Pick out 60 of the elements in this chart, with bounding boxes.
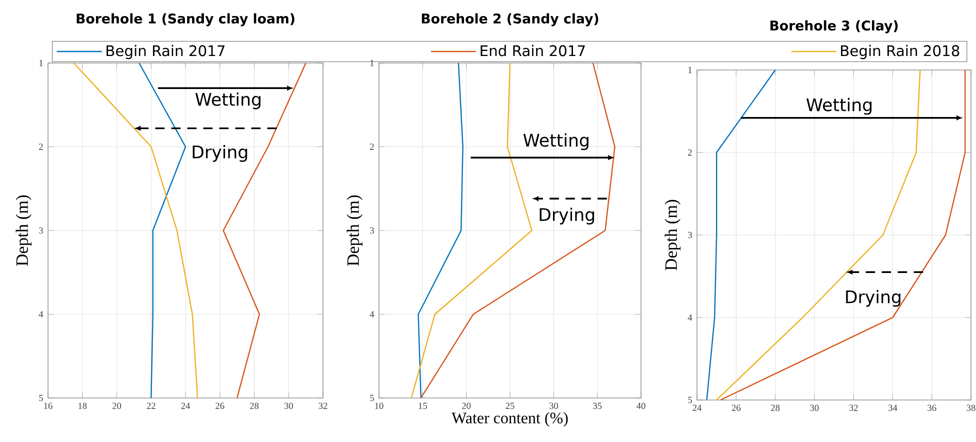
annotation: Drying [192, 145, 248, 162]
x-tick-label: 40 [636, 402, 646, 409]
chart-title: Borehole 3 (Clay) [770, 20, 898, 34]
x-tick-label: 24 [181, 402, 190, 409]
y-tick-label: 1 [688, 66, 692, 74]
line-series [720, 69, 966, 401]
x-tick-label: 28 [250, 402, 259, 409]
x-tick-label: 32 [849, 404, 858, 411]
line-series [138, 62, 186, 399]
x-tick-label: 26 [216, 402, 224, 409]
annotation: Wetting [806, 98, 872, 115]
y-axis-title: Depth (m) [664, 200, 680, 270]
x-tick-label: 10 [375, 402, 384, 409]
x-tick-label: 30 [284, 402, 293, 409]
x-tick-label: 34 [888, 404, 898, 411]
legend-label: End Rain 2017 [480, 44, 585, 56]
x-axis-title: Water content (%) [452, 412, 568, 427]
annotation: Wetting [195, 92, 260, 110]
line-series [420, 62, 616, 399]
chart-title: Borehole 1 (Sandy clay loam) [76, 13, 294, 26]
x-tick-label: 20 [112, 402, 122, 409]
x-tick-label: 35 [593, 402, 602, 409]
x-tick-label: 30 [810, 404, 819, 411]
y-tick-label: 3 [688, 232, 692, 238]
y-tick-label: 3 [370, 227, 374, 234]
x-tick-label: 18 [78, 402, 87, 409]
line-series [418, 62, 464, 399]
x-tick-label: 30 [549, 402, 558, 409]
y-tick-label: 2 [370, 144, 374, 150]
x-tick-label: 16 [44, 402, 52, 409]
y-axis-title: Depth (m) [16, 195, 32, 266]
x-tick-label: 36 [928, 404, 936, 411]
x-tick-label: 22 [146, 402, 156, 409]
y-tick-label: 5 [370, 394, 374, 402]
y-axis-title: Depth (m) [346, 195, 362, 266]
legend-label: Begin Rain 2018 [841, 44, 960, 60]
x-tick-label: 32 [318, 402, 328, 409]
annotation: Wetting [523, 133, 588, 150]
y-tick-label: 4 [370, 311, 374, 318]
y-tick-label: 4 [38, 311, 44, 318]
y-tick-label: 5 [39, 394, 43, 402]
y-tick-label: 5 [688, 396, 692, 404]
y-tick-label: 1 [39, 60, 43, 66]
x-tick-label: 15 [418, 402, 427, 409]
y-tick-label: 4 [688, 314, 692, 321]
x-tick-label: 26 [732, 404, 741, 411]
y-tick-label: 2 [688, 149, 692, 156]
line-series [716, 69, 921, 401]
legend-label: Begin Rain 2017 [106, 44, 225, 60]
x-tick-label: 38 [966, 404, 976, 411]
annotation: Drying [540, 208, 594, 224]
chart-title: Borehole 2 (Sandy clay) [422, 13, 598, 26]
x-tick-label: 28 [771, 404, 780, 411]
y-tick-label: 2 [39, 144, 43, 150]
annotation: Drying [846, 290, 900, 307]
x-tick-label: 24 [692, 404, 702, 411]
x-tick-label: 25 [506, 402, 514, 409]
line-series [706, 69, 776, 401]
x-tick-label: 20 [462, 402, 471, 409]
y-tick-label: 3 [39, 227, 43, 234]
